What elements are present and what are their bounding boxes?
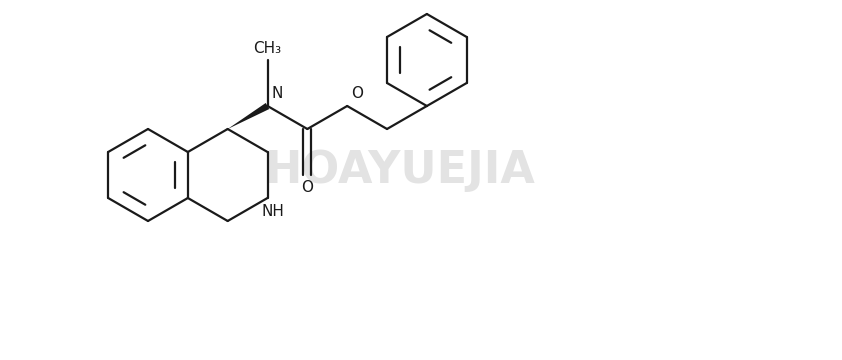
Text: NH: NH [261,204,284,219]
Text: HOAYUEJIA: HOAYUEJIA [264,149,536,192]
Polygon shape [227,103,269,129]
Text: CH₃: CH₃ [253,41,281,56]
Text: O: O [301,180,313,195]
Text: O: O [351,86,363,101]
Text: N: N [271,86,283,101]
